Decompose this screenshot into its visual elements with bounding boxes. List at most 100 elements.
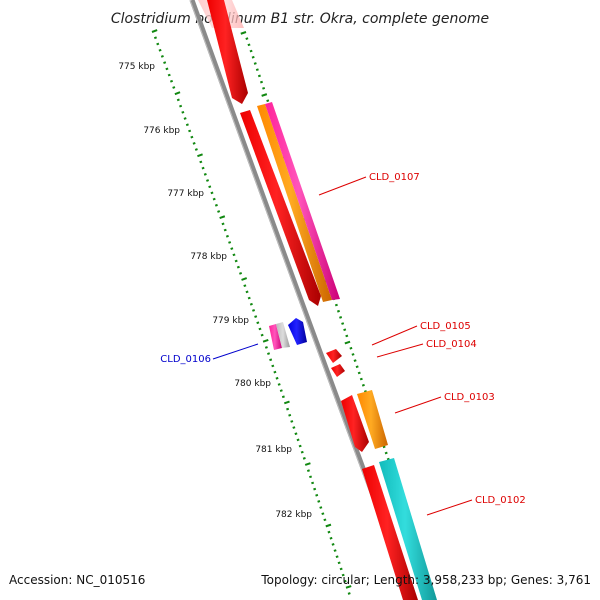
minor-tick	[203, 172, 207, 176]
minor-tick	[361, 383, 365, 387]
minor-tick	[249, 302, 253, 306]
gene-arrow-top[interactable]	[207, 0, 248, 104]
minor-tick	[253, 62, 257, 65]
major-tick	[241, 277, 248, 281]
minor-tick	[319, 506, 323, 509]
minor-tick	[341, 322, 345, 325]
minor-tick	[355, 365, 359, 369]
gene-cld-0106-magenta[interactable]	[269, 324, 282, 350]
gene-label-cld-0103[interactable]: CLD_0103	[444, 392, 495, 403]
major-tick	[304, 462, 311, 466]
minor-tick	[258, 327, 262, 331]
map-title: Clostridium botulinum B1 str. Okra, comp…	[111, 11, 489, 27]
minor-tick	[262, 86, 266, 90]
minor-tick	[212, 197, 216, 201]
minor-tick	[271, 364, 275, 368]
minor-tick	[315, 493, 319, 497]
gene-label-cld-0102[interactable]: CLD_0102	[475, 495, 526, 506]
gene-arrow-cld-0107-red[interactable]	[240, 110, 321, 306]
gene-cld-0102-cyan[interactable]	[379, 458, 437, 600]
minor-tick	[382, 445, 386, 449]
minor-tick	[329, 536, 333, 540]
minor-tick	[341, 573, 345, 577]
minor-tick	[302, 457, 306, 460]
minor-tick	[288, 413, 292, 417]
minor-tick	[353, 359, 357, 362]
minor-tick	[259, 80, 264, 84]
minor-tick	[247, 296, 251, 300]
scale-label: 780 kbp	[234, 379, 271, 389]
minor-tick	[294, 432, 298, 436]
gene-label-cld-0104[interactable]: CLD_0104	[426, 339, 477, 350]
minor-tick	[327, 530, 331, 534]
minor-tick	[206, 179, 210, 182]
minor-tick	[185, 123, 189, 127]
scale-label: 779 kbp	[212, 316, 249, 326]
minor-tick	[279, 389, 283, 392]
minor-tick	[298, 444, 302, 448]
major-tick	[344, 340, 351, 345]
major-tick	[151, 29, 158, 33]
scale-label: 775 kbp	[118, 62, 155, 72]
minor-tick	[345, 334, 349, 338]
minor-tick	[190, 135, 194, 139]
minor-tick	[169, 79, 174, 83]
minor-tick	[347, 592, 351, 595]
label-leaders	[212, 176, 473, 516]
minor-tick	[339, 316, 343, 319]
major-tick	[240, 31, 247, 35]
gene-label-cld-0105[interactable]: CLD_0105	[420, 321, 471, 332]
minor-tick	[281, 395, 285, 399]
minor-tick	[286, 407, 290, 411]
gene-cld-0106-gray[interactable]	[276, 322, 290, 348]
gene-label-cld-0107[interactable]: CLD_0107	[369, 172, 420, 183]
scale-ticks-left	[151, 29, 352, 595]
scale-label: 777 kbp	[167, 189, 204, 199]
scale-labels: 775 kbp 776 kbp 777 kbp 778 kbp 779 kbp …	[118, 62, 312, 520]
minor-tick	[230, 247, 234, 250]
minor-tick	[251, 55, 255, 59]
major-tick	[283, 400, 290, 405]
minor-tick	[363, 390, 367, 393]
gene-cld-0106-blue[interactable]	[288, 318, 307, 345]
minor-tick	[255, 68, 259, 72]
major-tick	[261, 93, 268, 97]
minor-tick	[306, 469, 310, 473]
gene-cld-0105[interactable]	[326, 349, 342, 363]
minor-tick	[245, 290, 249, 294]
gene-cld-0102-red[interactable]	[362, 465, 418, 600]
minor-tick	[334, 303, 338, 307]
minor-tick	[277, 383, 281, 386]
minor-tick	[181, 110, 185, 114]
minor-tick	[384, 451, 388, 455]
minor-tick	[343, 328, 347, 332]
minor-tick	[158, 48, 162, 52]
minor-tick	[339, 567, 343, 571]
minor-tick	[357, 371, 361, 375]
scale-label: 778 kbp	[190, 252, 227, 262]
minor-tick	[172, 86, 176, 89]
minor-tick	[266, 99, 270, 103]
major-tick	[174, 91, 181, 96]
minor-tick	[179, 104, 183, 108]
minor-tick	[163, 61, 167, 65]
minor-tick	[323, 518, 327, 522]
gene-cld-0103-red[interactable]	[341, 395, 369, 452]
gene-cld-0104[interactable]	[331, 364, 345, 377]
gene-cld-0107-orange[interactable]	[257, 104, 332, 302]
minor-tick	[160, 55, 164, 58]
gene-cld-0103-orange[interactable]	[357, 390, 388, 449]
minor-tick	[236, 265, 240, 269]
minor-tick	[232, 253, 236, 257]
minor-tick	[313, 487, 317, 491]
gene-label-cld-0106[interactable]: CLD_0106	[160, 354, 211, 365]
accession-text: Accession: NC_010516	[9, 573, 146, 587]
minor-tick	[234, 259, 238, 263]
scale-label: 776 kbp	[143, 126, 180, 136]
gene-cld-0107-magenta[interactable]	[265, 102, 340, 300]
minor-tick	[273, 370, 277, 374]
minor-tick	[192, 141, 196, 145]
minor-tick	[252, 309, 256, 312]
minor-tick	[333, 549, 337, 552]
minor-tick	[292, 426, 296, 429]
